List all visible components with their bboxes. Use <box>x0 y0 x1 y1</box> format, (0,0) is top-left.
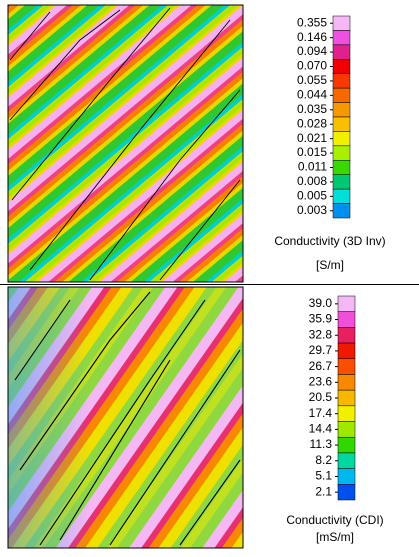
colorbar-segment <box>338 422 355 438</box>
colorbar-segment <box>333 103 350 117</box>
colorbar-segment <box>333 189 350 203</box>
colorbar-segment <box>338 453 355 469</box>
colorbar-tick-label: 0.035 <box>297 102 327 116</box>
colorbar-tick-label: 0.011 <box>298 160 327 174</box>
colorbar-tick-label: 0.070 <box>297 59 327 73</box>
colorbar-tick-label: 0.044 <box>297 88 327 102</box>
colorbar-segment <box>333 131 350 145</box>
colorbar-tick-label: 11.3 <box>310 437 333 451</box>
colorbar-tick-label: 14.4 <box>309 422 333 436</box>
colorbar-tick-label: 32.8 <box>309 327 333 341</box>
colorbar-segment <box>333 146 350 160</box>
colorbar-tick-label: 0.005 <box>297 189 327 203</box>
colorbar-segment <box>338 343 355 359</box>
colorbar-tick-label: 8.2 <box>315 453 332 467</box>
colorbar-tick-label: 0.021 <box>297 131 327 145</box>
colorbar-segment <box>338 312 355 328</box>
colorbar-segment <box>338 296 355 312</box>
colorbar-segment <box>333 175 350 189</box>
colorbar-unit: [S/m] <box>316 258 344 272</box>
colorbar-title: Conductivity (CDI) <box>286 513 383 527</box>
colorbar-tick-label: 26.7 <box>309 359 333 373</box>
colorbar-tick-label: 5.1 <box>315 469 332 483</box>
colorbar-tick-label: 0.146 <box>297 30 327 44</box>
colorbar-tick-label: 0.015 <box>297 145 327 159</box>
colorbar-segment <box>333 160 350 174</box>
colorbar-tick-label: 0.055 <box>297 73 327 87</box>
colorbar-unit: [mS/m] <box>316 530 354 544</box>
colorbar-segment <box>333 117 350 131</box>
colorbar-segment <box>338 390 355 406</box>
colorbar-segment <box>333 204 350 218</box>
colorbar-tick-label: 35.9 <box>309 312 333 326</box>
colorbar-segment <box>333 30 350 44</box>
colorbar-title: Conductivity (3D Inv) <box>274 234 385 248</box>
colorbar-tick-label: 0.094 <box>297 44 327 58</box>
colorbar-segment <box>338 484 355 500</box>
colorbar-segment <box>338 359 355 375</box>
colorbar-tick-label: 0.008 <box>297 174 327 188</box>
colorbar-segment <box>338 437 355 453</box>
colorbar-segment <box>333 59 350 73</box>
colorbar-tick-label: 39.0 <box>309 296 333 310</box>
colorbar-segment <box>333 88 350 102</box>
colorbar-segment <box>338 406 355 422</box>
colorbar-segment <box>333 74 350 88</box>
colorbar-tick-label: 23.6 <box>309 374 333 388</box>
colorbar-segment <box>338 374 355 390</box>
colorbar-tick-label: 2.1 <box>315 484 332 498</box>
colorbar-segment <box>338 327 355 343</box>
figure: 0.3550.1460.0940.0700.0550.0440.0350.028… <box>0 0 419 552</box>
colorbar-tick-label: 20.5 <box>309 390 333 404</box>
colorbar-segment <box>333 45 350 59</box>
colorbar-tick-label: 0.355 <box>297 15 327 29</box>
colorbar-tick-label: 17.4 <box>309 406 333 420</box>
colorbar-tick-label: 0.028 <box>297 116 327 130</box>
colorbar-tick-label: 29.7 <box>309 343 333 357</box>
colorbar-tick-label: 0.003 <box>297 203 327 217</box>
colorbar-segment <box>338 469 355 485</box>
colorbar-segment <box>333 16 350 30</box>
